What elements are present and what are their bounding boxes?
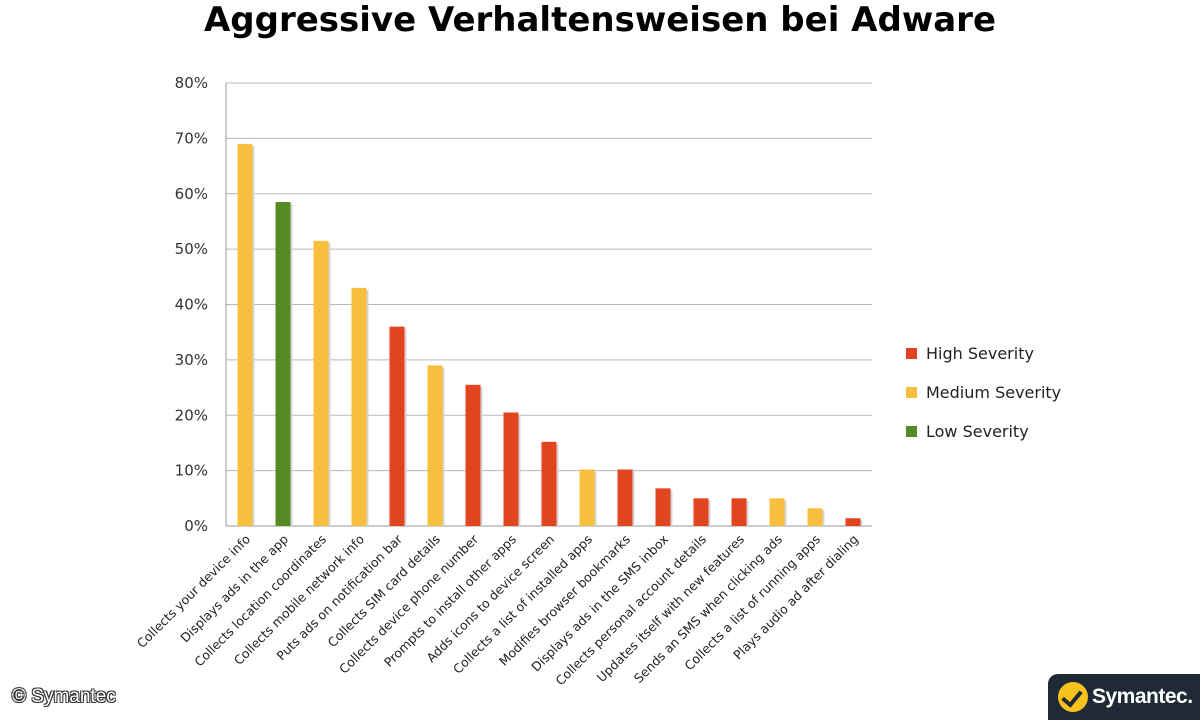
y-tick-label: 20% <box>175 406 208 424</box>
y-tick-label: 70% <box>175 129 208 147</box>
bar <box>275 202 291 526</box>
bar <box>807 508 823 526</box>
bar <box>845 518 861 526</box>
copyright-text: © Symantec <box>12 686 116 707</box>
bar <box>655 488 671 526</box>
bar <box>693 498 709 526</box>
legend-swatch <box>906 387 917 398</box>
bar <box>579 469 595 526</box>
y-axis-ticks: 0% 10% 20% 30% 40% 50% 60% 70% 80% <box>175 74 208 535</box>
x-tick-label: Collects device phone number <box>336 531 482 677</box>
legend-label: Low Severity <box>926 422 1029 441</box>
bar <box>465 384 481 526</box>
checkmark-icon <box>1058 682 1088 712</box>
bar <box>237 143 253 526</box>
bars <box>237 143 863 526</box>
chart-title: Aggressive Verhaltensweisen bei Adware <box>203 0 997 40</box>
y-tick-label: 30% <box>175 351 208 369</box>
y-tick-label: 50% <box>175 240 208 258</box>
y-tick-label: 80% <box>175 74 208 92</box>
bar <box>313 240 329 526</box>
y-tick-label: 40% <box>175 296 208 314</box>
legend-label: Medium Severity <box>926 383 1061 402</box>
bar <box>769 498 785 526</box>
bar <box>617 469 633 526</box>
logo-text: Symantec. <box>1092 685 1193 708</box>
bar <box>503 412 519 526</box>
symantec-logo: Symantec. <box>1048 674 1200 720</box>
legend-label: High Severity <box>926 344 1034 363</box>
legend: High Severity Medium Severity Low Severity <box>906 344 1061 441</box>
y-tick-label: 0% <box>184 517 208 535</box>
x-tick-label: Collects a list of installed apps <box>450 532 595 677</box>
bar <box>731 498 747 526</box>
y-tick-label: 10% <box>175 462 208 480</box>
x-tick-label: Displays ads in the SMS inbox <box>528 532 671 675</box>
bar <box>427 365 443 526</box>
y-tick-label: 60% <box>175 185 208 203</box>
legend-swatch <box>906 426 917 437</box>
bar <box>389 326 405 526</box>
legend-swatch <box>906 348 917 359</box>
bar <box>541 441 557 526</box>
bar <box>351 287 367 526</box>
